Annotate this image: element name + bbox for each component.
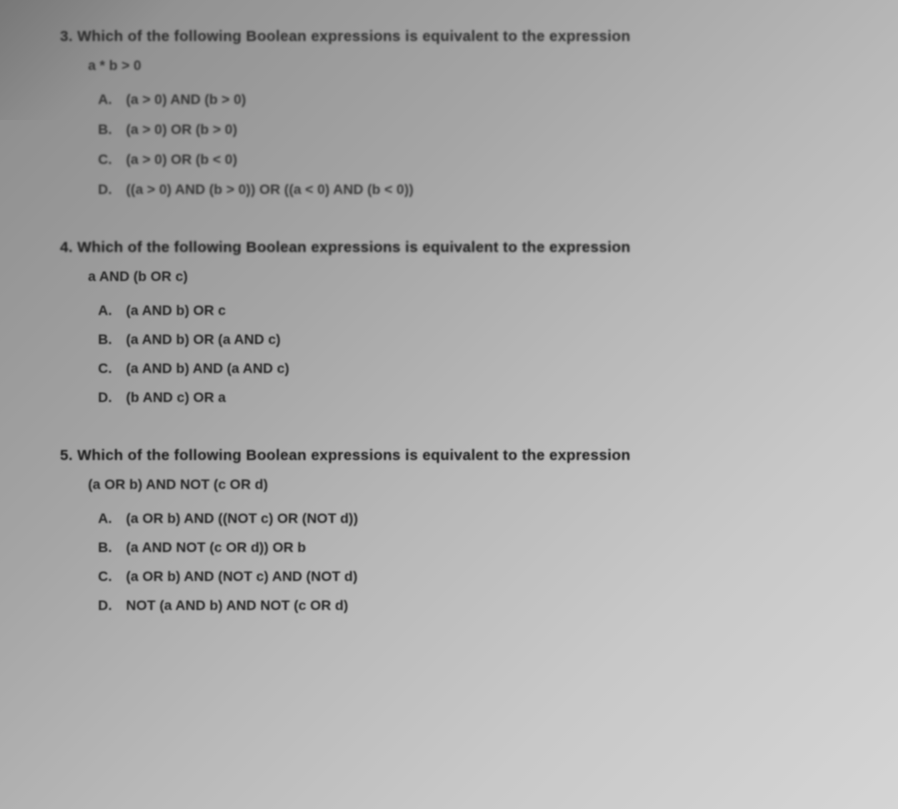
option-text: (a > 0) OR (b > 0) [126,121,848,137]
question-4-option-a: A.(a AND b) OR c [98,302,848,318]
question-5-option-d: D.NOT (a AND b) AND NOT (c OR d) [98,597,848,613]
option-text: (a OR b) AND (NOT c) AND (NOT d) [126,568,848,584]
option-letter: B. [98,331,126,347]
option-text: (a AND b) OR (a AND c) [126,331,848,347]
option-letter: A. [98,91,126,107]
question-3-expression: a * b > 0 [88,57,848,73]
question-5: 5. Which of the following Boolean expres… [60,447,848,613]
option-text: ((a > 0) AND (b > 0)) OR ((a < 0) AND (b… [126,181,848,197]
option-letter: D. [98,389,126,405]
question-4: 4. Which of the following Boolean expres… [60,239,848,405]
option-letter: D. [98,597,126,613]
option-text: (a AND NOT (c OR d)) OR b [126,539,848,555]
option-letter: A. [98,510,126,526]
question-5-option-c: C.(a OR b) AND (NOT c) AND (NOT d) [98,568,848,584]
question-5-number: 5. [60,447,73,464]
option-letter: B. [98,121,126,137]
question-5-expression: (a OR b) AND NOT (c OR d) [88,476,848,492]
option-letter: A. [98,302,126,318]
option-letter: C. [98,568,126,584]
question-5-prompt: 5. Which of the following Boolean expres… [60,447,848,464]
question-5-options: A.(a OR b) AND ((NOT c) OR (NOT d)) B.(a… [98,510,848,613]
question-4-option-b: B.(a AND b) OR (a AND c) [98,331,848,347]
question-3-number: 3. [60,28,73,45]
option-text: (a OR b) AND ((NOT c) OR (NOT d)) [126,510,848,526]
option-text: (a > 0) AND (b > 0) [126,91,848,107]
option-letter: C. [98,151,126,167]
question-3-options: A.(a > 0) AND (b > 0) B.(a > 0) OR (b > … [98,91,848,197]
question-4-option-c: C.(a AND b) AND (a AND c) [98,360,848,376]
option-text: (b AND c) OR a [126,389,848,405]
question-5-option-b: B.(a AND NOT (c OR d)) OR b [98,539,848,555]
option-letter: C. [98,360,126,376]
question-5-option-a: A.(a OR b) AND ((NOT c) OR (NOT d)) [98,510,848,526]
question-4-text: Which of the following Boolean expressio… [77,239,630,256]
option-text: (a > 0) OR (b < 0) [126,151,848,167]
option-text: (a AND b) AND (a AND c) [126,360,848,376]
question-3-text: Which of the following Boolean expressio… [77,28,630,45]
worksheet-page: 3. Which of the following Boolean expres… [0,0,898,809]
question-3-prompt: 3. Which of the following Boolean expres… [60,28,848,45]
question-3-option-b: B.(a > 0) OR (b > 0) [98,121,848,137]
question-4-number: 4. [60,239,73,256]
question-3-option-d: D.((a > 0) AND (b > 0)) OR ((a < 0) AND … [98,181,848,197]
question-3-option-c: C.(a > 0) OR (b < 0) [98,151,848,167]
option-letter: D. [98,181,126,197]
question-4-options: A.(a AND b) OR c B.(a AND b) OR (a AND c… [98,302,848,405]
option-text: (a AND b) OR c [126,302,848,318]
question-4-expression: a AND (b OR c) [88,268,848,284]
question-4-option-d: D.(b AND c) OR a [98,389,848,405]
question-5-text: Which of the following Boolean expressio… [77,447,630,464]
option-text: NOT (a AND b) AND NOT (c OR d) [126,597,848,613]
option-letter: B. [98,539,126,555]
question-4-prompt: 4. Which of the following Boolean expres… [60,239,848,256]
question-3-option-a: A.(a > 0) AND (b > 0) [98,91,848,107]
question-3: 3. Which of the following Boolean expres… [60,28,848,197]
